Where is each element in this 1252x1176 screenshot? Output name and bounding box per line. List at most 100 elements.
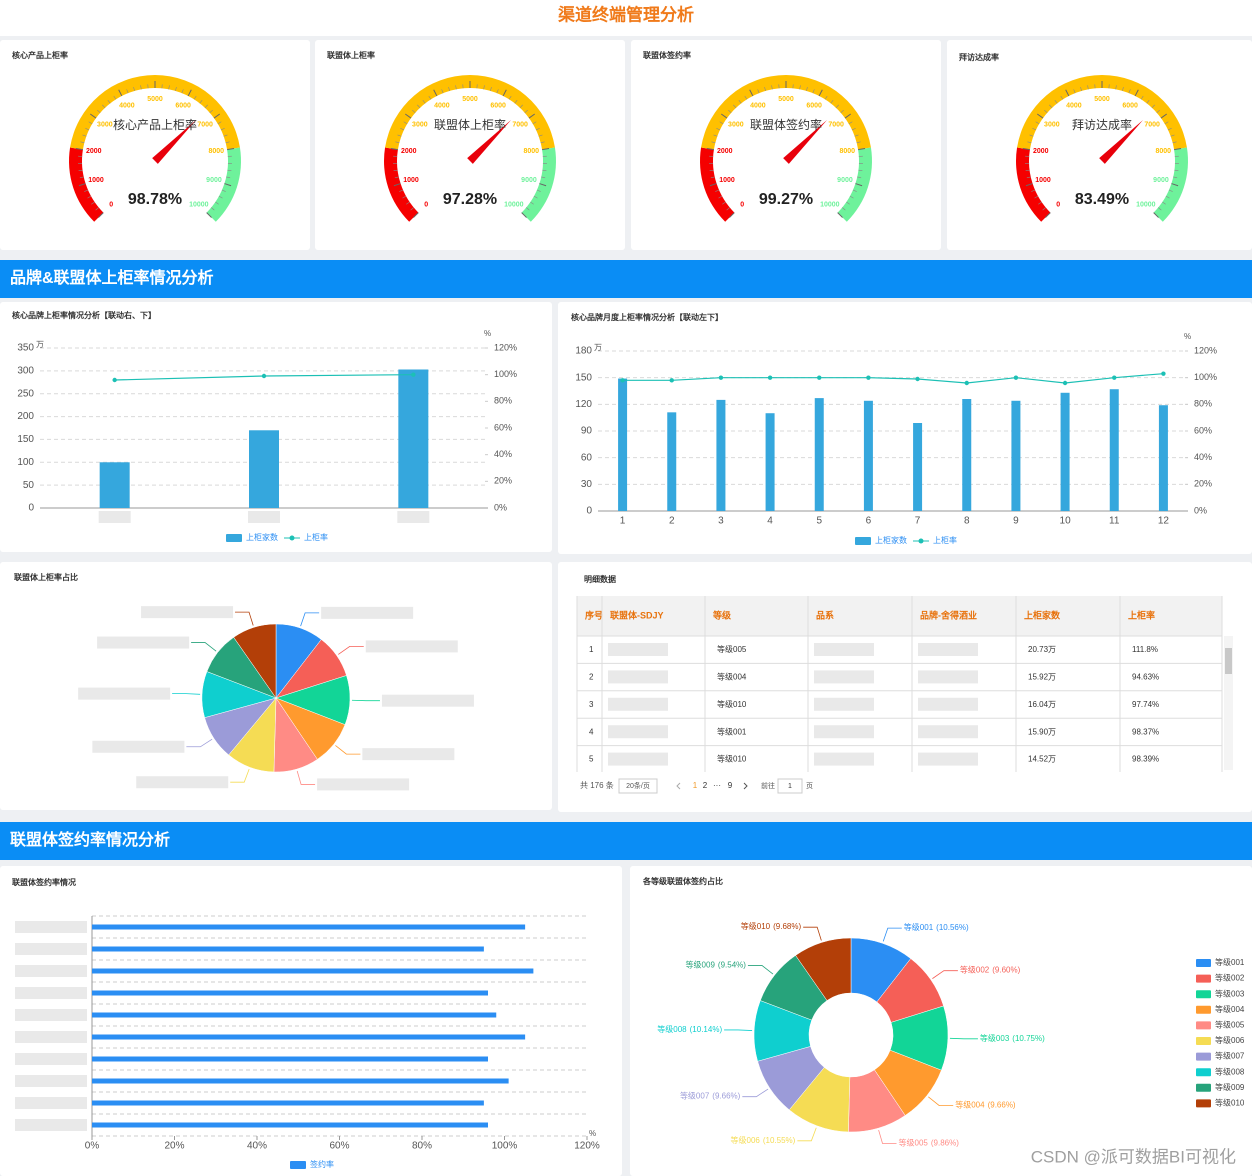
panel	[558, 302, 1252, 554]
gauge-minor-tick	[209, 109, 213, 113]
gauge-tick	[75, 147, 83, 151]
page-size-box[interactable]	[618, 778, 658, 794]
slice-label: 等级006 (10.55%)	[731, 1135, 796, 1145]
next-arrow[interactable]	[743, 782, 748, 790]
gauge-tick	[837, 212, 843, 218]
gauge-tick-label: 5000	[778, 96, 794, 103]
gauge-minor-tick	[1042, 207, 1046, 211]
page-number[interactable]: ···	[713, 781, 721, 790]
bar	[398, 369, 429, 508]
gauge-tick-label: 7000	[828, 121, 844, 128]
gauge-band	[70, 75, 240, 150]
leader-line	[230, 768, 250, 783]
bar	[92, 946, 484, 952]
gauge-tick	[1160, 113, 1168, 119]
chart-title: 核心品牌上柜率情况分析【联动右、下】	[12, 310, 156, 320]
gauge-minor-tick	[1044, 109, 1048, 113]
gauge-minor-tick	[393, 169, 398, 171]
gauge-tick-label: 10000	[504, 202, 524, 209]
x-tick-label: 8	[964, 516, 970, 527]
y2-tick-label: 120%	[1194, 345, 1217, 355]
table-cell: 98.37%	[1132, 727, 1159, 736]
page-number[interactable]: 1	[693, 781, 698, 790]
gauge-minor-tick	[126, 89, 129, 94]
blurred-label	[365, 640, 458, 653]
gauge-minor-tick	[1168, 189, 1173, 192]
blurred-label	[814, 725, 874, 739]
gauge-minor-tick	[1035, 121, 1040, 125]
panel	[0, 40, 310, 250]
gauge-band	[385, 74, 555, 150]
gauge-tick-label: 4000	[434, 103, 450, 110]
gauge-tick-label: 3000	[97, 121, 113, 128]
blurred-label	[814, 752, 874, 766]
gauge-tick	[855, 183, 863, 187]
goto-box[interactable]	[777, 778, 803, 794]
bar	[92, 1122, 488, 1128]
gauge-band	[1016, 147, 1051, 222]
page-number[interactable]: 2	[703, 781, 708, 790]
slice-value-label: (9.86%)	[931, 1139, 959, 1148]
gauge-tick	[818, 89, 823, 97]
bar	[99, 462, 130, 508]
gauge-tick	[224, 183, 232, 187]
gauge-tick-label: 5000	[462, 96, 478, 103]
blurred-label	[918, 643, 978, 656]
slice-category: 等级002	[960, 965, 990, 975]
gauge-needle	[152, 119, 197, 164]
y2-unit: %	[484, 329, 491, 338]
goto-value[interactable]: 1	[788, 783, 792, 790]
gauge-minor-tick	[1080, 86, 1082, 91]
gauge-tick-label: 3000	[1044, 121, 1060, 128]
gauge-minor-tick	[496, 89, 499, 94]
line-point	[261, 373, 267, 379]
bar	[667, 412, 677, 511]
gauge-minor-tick	[538, 134, 543, 137]
gauge-tick-label: 10000	[1136, 202, 1156, 209]
gauge-tick-label: 2000	[86, 148, 102, 155]
line-point	[1013, 375, 1019, 380]
gauge-value: 98.78%	[128, 191, 182, 208]
gauge-minor-tick	[82, 134, 87, 137]
y2-tick-label: 100%	[1194, 372, 1217, 382]
gauge-tick-label: 8000	[1155, 148, 1171, 155]
gauge-needle	[1099, 119, 1144, 164]
gauge-tick	[1153, 212, 1159, 218]
y-tick-label: 180	[575, 346, 592, 357]
slice-category: 等级009	[686, 960, 716, 970]
gauge-tick-label: 3000	[728, 121, 744, 128]
bar	[618, 378, 628, 511]
legend-label: 等级008	[1215, 1066, 1245, 1076]
prev-arrow[interactable]	[676, 782, 681, 790]
blurred-label	[98, 511, 131, 523]
pie-slice	[795, 937, 852, 1001]
page-size[interactable]: 20条/页	[626, 781, 650, 790]
table-cell: 14.52万	[1028, 755, 1056, 764]
gauge-minor-tick	[204, 104, 208, 108]
gauge-minor-tick	[84, 189, 89, 192]
gauge-minor-tick	[400, 127, 405, 131]
table-cell: 2	[589, 673, 594, 682]
gauge-tick	[539, 183, 547, 187]
gauge-tick	[1065, 89, 1070, 97]
blurred-label	[97, 636, 190, 649]
leader-line	[928, 1096, 954, 1106]
table-cell: 15.90万	[1028, 727, 1056, 736]
gauge-minor-tick	[211, 207, 215, 211]
blurred-label	[918, 670, 978, 684]
legend-label: 上柜家数	[246, 532, 278, 542]
pie-slice	[233, 623, 277, 699]
blurred-label	[918, 752, 978, 766]
legend-swatch	[1196, 1021, 1211, 1030]
line-point	[915, 376, 920, 382]
section-title: 品牌&联盟体上柜率情况分析	[10, 268, 214, 287]
page-number[interactable]: 9	[728, 781, 733, 790]
gauge-tick-label: 6000	[490, 103, 506, 110]
gauge-tick	[706, 147, 714, 151]
y2-tick-label: 100%	[494, 369, 517, 379]
table-cell: 3	[589, 700, 594, 709]
legend-label: 等级001	[1215, 957, 1245, 967]
gauge-minor-tick	[1027, 141, 1032, 144]
gauge-minor-tick	[856, 141, 861, 144]
leader-line	[803, 926, 822, 941]
